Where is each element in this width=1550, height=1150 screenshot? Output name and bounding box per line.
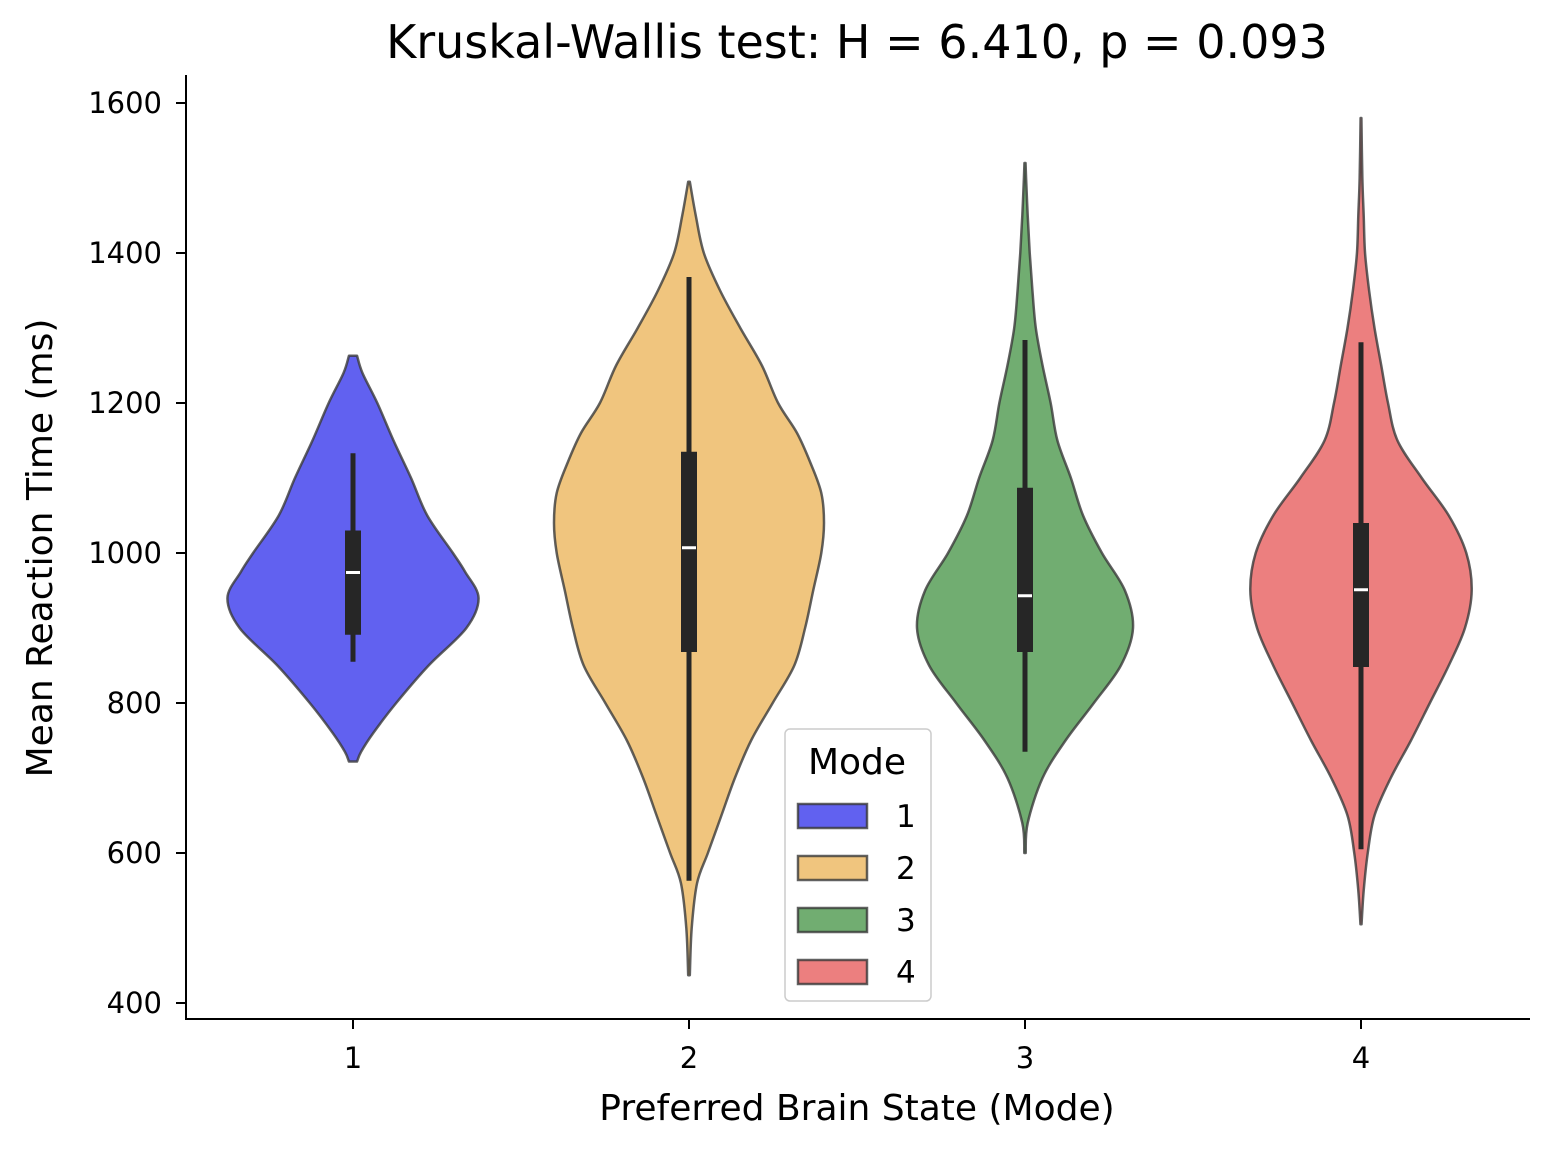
legend-label-4: 4 [896,955,916,991]
x-tick-label: 2 [680,1041,698,1075]
y-tick-label: 1600 [88,86,162,120]
legend-label-1: 1 [896,799,916,835]
legend-title: Mode [808,742,906,783]
legend-items: 1 2 3 4 [796,799,916,991]
legend-label-2: 2 [896,851,916,887]
legend-swatch-3 [796,906,869,934]
x-tick-label: 1 [344,1041,362,1075]
x-axis-label: Preferred Brain State (Mode) [599,1088,1114,1129]
legend-label-3: 3 [896,903,916,939]
y-axis-label: Mean Reaction Time (ms) [20,319,61,778]
x-tick-label: 4 [1352,1041,1370,1075]
y-tick-label: 600 [107,836,162,870]
chart-title: Kruskal-Wallis test: H = 6.410, p = 0.09… [386,15,1328,69]
y-tick-label: 1200 [88,386,162,420]
iqr-box-mode-1 [345,530,361,635]
box-markers [345,277,1369,881]
x-tick-label: 3 [1016,1041,1034,1075]
iqr-box-mode-3 [1017,487,1033,652]
legend-swatch-4 [796,958,869,986]
iqr-box-mode-4 [1353,523,1369,667]
iqr-box-mode-2 [681,451,697,652]
x-ticks: 1 2 3 4 [344,1019,1370,1075]
legend: Mode 1 2 3 4 [784,728,932,1002]
legend-swatch-2 [796,854,869,882]
y-tick-label: 1400 [88,236,162,270]
legend-swatch-1 [796,802,869,830]
y-tick-label: 800 [107,686,162,720]
y-tick-label: 1000 [88,536,162,570]
y-ticks: 400 600 800 1000 1200 1400 1600 [88,86,186,1020]
y-tick-label: 400 [107,986,162,1020]
